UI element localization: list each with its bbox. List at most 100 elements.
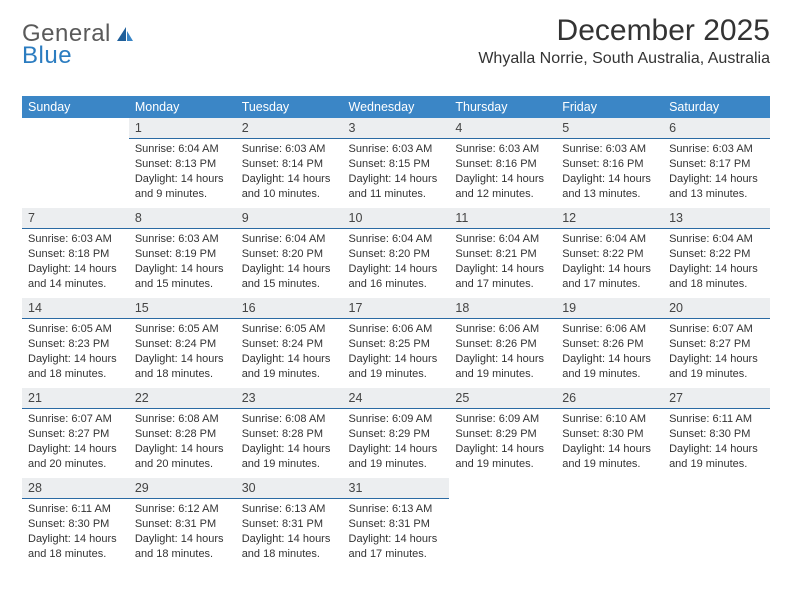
calendar-cell: [556, 478, 663, 568]
day-line-sunset: Sunset: 8:21 PM: [455, 247, 550, 262]
day-details: Sunrise: 6:04 AMSunset: 8:20 PMDaylight:…: [236, 229, 343, 293]
calendar-cell: 17Sunrise: 6:06 AMSunset: 8:25 PMDayligh…: [343, 298, 450, 388]
day-details: Sunrise: 6:03 AMSunset: 8:14 PMDaylight:…: [236, 139, 343, 203]
calendar-cell: 8Sunrise: 6:03 AMSunset: 8:19 PMDaylight…: [129, 208, 236, 298]
day-number: 10: [343, 208, 450, 229]
day-line-sunrise: Sunrise: 6:05 AM: [28, 322, 123, 337]
day-details: Sunrise: 6:03 AMSunset: 8:15 PMDaylight:…: [343, 139, 450, 203]
calendar-cell: 12Sunrise: 6:04 AMSunset: 8:22 PMDayligh…: [556, 208, 663, 298]
day-details: Sunrise: 6:04 AMSunset: 8:22 PMDaylight:…: [663, 229, 770, 293]
day-line-sunrise: Sunrise: 6:03 AM: [28, 232, 123, 247]
day-number: 4: [449, 118, 556, 139]
day-number: 13: [663, 208, 770, 229]
month-title: December 2025: [478, 14, 770, 48]
day-number: 12: [556, 208, 663, 229]
day-number: 5: [556, 118, 663, 139]
day-details: Sunrise: 6:12 AMSunset: 8:31 PMDaylight:…: [129, 499, 236, 563]
day-line-dl2: and 20 minutes.: [28, 457, 123, 472]
day-line-sunrise: Sunrise: 6:04 AM: [669, 232, 764, 247]
day-line-sunset: Sunset: 8:25 PM: [349, 337, 444, 352]
day-line-dl2: and 15 minutes.: [135, 277, 230, 292]
day-details: Sunrise: 6:04 AMSunset: 8:21 PMDaylight:…: [449, 229, 556, 293]
day-details: Sunrise: 6:09 AMSunset: 8:29 PMDaylight:…: [449, 409, 556, 473]
calendar-week-row: 14Sunrise: 6:05 AMSunset: 8:23 PMDayligh…: [22, 298, 770, 388]
day-details: Sunrise: 6:11 AMSunset: 8:30 PMDaylight:…: [22, 499, 129, 563]
day-line-sunrise: Sunrise: 6:03 AM: [242, 142, 337, 157]
calendar-cell: 6Sunrise: 6:03 AMSunset: 8:17 PMDaylight…: [663, 118, 770, 208]
calendar-cell: [449, 478, 556, 568]
calendar-cell: 14Sunrise: 6:05 AMSunset: 8:23 PMDayligh…: [22, 298, 129, 388]
day-line-sunrise: Sunrise: 6:11 AM: [28, 502, 123, 517]
day-line-dl2: and 12 minutes.: [455, 187, 550, 202]
day-line-sunrise: Sunrise: 6:04 AM: [562, 232, 657, 247]
calendar-cell: 7Sunrise: 6:03 AMSunset: 8:18 PMDaylight…: [22, 208, 129, 298]
day-line-sunset: Sunset: 8:31 PM: [135, 517, 230, 532]
day-details: Sunrise: 6:03 AMSunset: 8:17 PMDaylight:…: [663, 139, 770, 203]
day-line-dl2: and 9 minutes.: [135, 187, 230, 202]
day-line-sunset: Sunset: 8:13 PM: [135, 157, 230, 172]
day-line-dl1: Daylight: 14 hours: [242, 532, 337, 547]
calendar-cell: 10Sunrise: 6:04 AMSunset: 8:20 PMDayligh…: [343, 208, 450, 298]
day-line-sunset: Sunset: 8:23 PM: [28, 337, 123, 352]
day-line-dl1: Daylight: 14 hours: [135, 262, 230, 277]
day-line-dl1: Daylight: 14 hours: [242, 352, 337, 367]
day-line-dl2: and 19 minutes.: [669, 367, 764, 382]
calendar-cell: 20Sunrise: 6:07 AMSunset: 8:27 PMDayligh…: [663, 298, 770, 388]
day-number: 23: [236, 388, 343, 409]
calendar-cell: 28Sunrise: 6:11 AMSunset: 8:30 PMDayligh…: [22, 478, 129, 568]
day-line-sunrise: Sunrise: 6:04 AM: [135, 142, 230, 157]
day-details: Sunrise: 6:05 AMSunset: 8:24 PMDaylight:…: [236, 319, 343, 383]
day-line-dl2: and 17 minutes.: [455, 277, 550, 292]
day-line-sunset: Sunset: 8:15 PM: [349, 157, 444, 172]
day-line-dl1: Daylight: 14 hours: [669, 352, 764, 367]
calendar-cell: 26Sunrise: 6:10 AMSunset: 8:30 PMDayligh…: [556, 388, 663, 478]
day-line-dl1: Daylight: 14 hours: [349, 352, 444, 367]
day-line-dl1: Daylight: 14 hours: [349, 442, 444, 457]
day-line-sunset: Sunset: 8:20 PM: [242, 247, 337, 262]
calendar-week-row: 7Sunrise: 6:03 AMSunset: 8:18 PMDaylight…: [22, 208, 770, 298]
day-line-dl1: Daylight: 14 hours: [455, 172, 550, 187]
logo-text-blue: Blue: [22, 42, 72, 69]
calendar-week-row: 21Sunrise: 6:07 AMSunset: 8:27 PMDayligh…: [22, 388, 770, 478]
day-line-dl2: and 14 minutes.: [28, 277, 123, 292]
weekday-header: Sunday: [22, 96, 129, 118]
day-line-dl2: and 11 minutes.: [349, 187, 444, 202]
day-line-sunrise: Sunrise: 6:03 AM: [669, 142, 764, 157]
day-line-sunset: Sunset: 8:29 PM: [349, 427, 444, 442]
calendar-cell: 11Sunrise: 6:04 AMSunset: 8:21 PMDayligh…: [449, 208, 556, 298]
day-line-sunset: Sunset: 8:27 PM: [28, 427, 123, 442]
day-line-dl2: and 18 minutes.: [669, 277, 764, 292]
day-line-sunset: Sunset: 8:30 PM: [562, 427, 657, 442]
day-line-sunrise: Sunrise: 6:09 AM: [455, 412, 550, 427]
day-details: Sunrise: 6:06 AMSunset: 8:25 PMDaylight:…: [343, 319, 450, 383]
day-number: 28: [22, 478, 129, 499]
calendar-cell: [663, 478, 770, 568]
weekday-header: Monday: [129, 96, 236, 118]
day-line-dl1: Daylight: 14 hours: [242, 442, 337, 457]
day-line-dl2: and 15 minutes.: [242, 277, 337, 292]
calendar-cell: 23Sunrise: 6:08 AMSunset: 8:28 PMDayligh…: [236, 388, 343, 478]
day-details: Sunrise: 6:11 AMSunset: 8:30 PMDaylight:…: [663, 409, 770, 473]
day-line-dl1: Daylight: 14 hours: [28, 262, 123, 277]
day-line-dl2: and 19 minutes.: [349, 367, 444, 382]
day-line-dl2: and 20 minutes.: [135, 457, 230, 472]
day-line-dl1: Daylight: 14 hours: [135, 532, 230, 547]
day-line-sunrise: Sunrise: 6:12 AM: [135, 502, 230, 517]
day-line-dl1: Daylight: 14 hours: [135, 172, 230, 187]
calendar-cell: 22Sunrise: 6:08 AMSunset: 8:28 PMDayligh…: [129, 388, 236, 478]
calendar-cell: 31Sunrise: 6:13 AMSunset: 8:31 PMDayligh…: [343, 478, 450, 568]
day-line-dl2: and 17 minutes.: [349, 547, 444, 562]
day-details: Sunrise: 6:03 AMSunset: 8:16 PMDaylight:…: [449, 139, 556, 203]
day-line-dl1: Daylight: 14 hours: [562, 262, 657, 277]
day-details: Sunrise: 6:06 AMSunset: 8:26 PMDaylight:…: [449, 319, 556, 383]
day-number: 25: [449, 388, 556, 409]
weekday-header: Friday: [556, 96, 663, 118]
calendar-cell: 24Sunrise: 6:09 AMSunset: 8:29 PMDayligh…: [343, 388, 450, 478]
calendar-cell: 2Sunrise: 6:03 AMSunset: 8:14 PMDaylight…: [236, 118, 343, 208]
calendar-cell: 3Sunrise: 6:03 AMSunset: 8:15 PMDaylight…: [343, 118, 450, 208]
day-details: Sunrise: 6:04 AMSunset: 8:20 PMDaylight:…: [343, 229, 450, 293]
day-number: 30: [236, 478, 343, 499]
day-line-sunset: Sunset: 8:26 PM: [455, 337, 550, 352]
day-line-sunrise: Sunrise: 6:11 AM: [669, 412, 764, 427]
day-number: 27: [663, 388, 770, 409]
